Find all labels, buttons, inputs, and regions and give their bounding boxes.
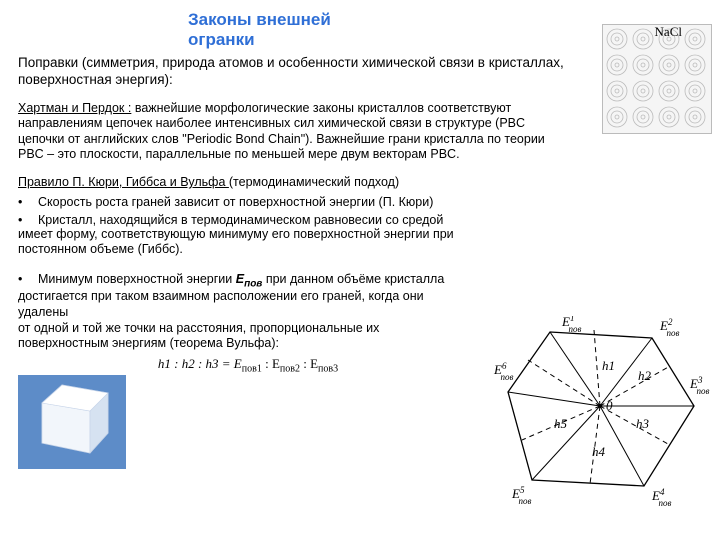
svg-text:h3: h3 (636, 416, 650, 431)
bullet-1: • Скорость роста граней зависит от повер… (18, 195, 508, 209)
hartman-paragraph: Хартман и Пердок : важнейшие морфологиче… (18, 101, 573, 164)
curie-lead: Правило П. Кюри, Гиббса и Вульфа (18, 175, 229, 189)
svg-text:E6пов: E6пов (493, 361, 513, 382)
svg-text:E3пов: E3пов (689, 375, 709, 396)
curie-heading: Правило П. Кюри, Гиббса и Вульфа (термод… (18, 175, 508, 191)
bullet-dot: • (18, 213, 30, 227)
svg-text:h2: h2 (638, 368, 652, 383)
svg-text:h5: h5 (554, 416, 568, 431)
nacl-lattice-image (602, 24, 712, 134)
wulff-diagram: 0 h1 (492, 316, 712, 506)
svg-text:E4пов: E4пов (651, 487, 671, 506)
page-title: Законы внешней огранки (188, 10, 388, 51)
svg-text:E5пов: E5пов (511, 485, 531, 506)
svg-text:h4: h4 (592, 444, 606, 459)
bullet-2-line1: • Кристалл, находящийся в термодинамичес… (18, 213, 518, 227)
bullet-3-line1: • Минимум поверхностной энергии Eпов при… (18, 272, 498, 290)
nacl-label: NaCl (655, 24, 682, 40)
bullet-3-line2: достигается при таком взаимном расположе… (18, 289, 468, 320)
intro-text: Поправки (симметрия, природа атомов и ос… (18, 55, 573, 89)
hartman-lead: Хартман и Пердок : (18, 101, 131, 115)
bullet-3-text-a: Минимум поверхностной энергии Eпов при д… (38, 272, 444, 290)
nacl-cube-image (18, 375, 126, 469)
svg-text:E2пов: E2пов (659, 317, 679, 338)
bullet-dot: • (18, 272, 30, 290)
svg-text:E1пов: E1пов (561, 316, 581, 334)
bullet-2-text-a: Кристалл, находящийся в термодинамическо… (38, 213, 443, 227)
curie-tail: (термодинамический подход) (229, 175, 399, 189)
wulff-formula: h1 : h2 : h3 = Eпов1 : Eпов2 : Eпов3 (18, 356, 478, 375)
bullet-1-text: Скорость роста граней зависит от поверхн… (38, 195, 433, 209)
bullet-2-line2: имеет форму, соответствующую минимуму ег… (18, 227, 498, 258)
svg-text:h1: h1 (602, 358, 615, 373)
bullet-dot: • (18, 195, 30, 209)
bullet-3-line3: от одной и той же точки на расстояния, п… (18, 321, 458, 352)
